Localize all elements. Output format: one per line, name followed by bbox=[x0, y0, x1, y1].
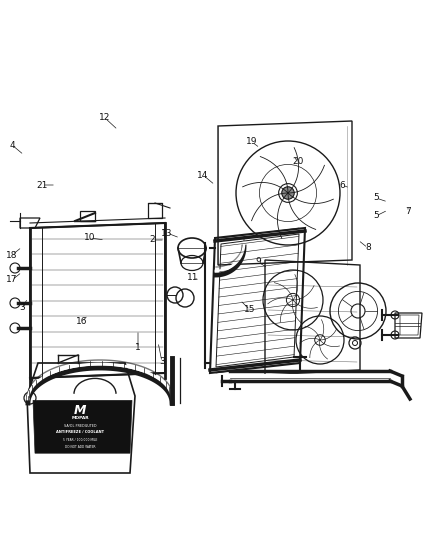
Text: ANTIFREEZE / COOLANT: ANTIFREEZE / COOLANT bbox=[56, 430, 104, 434]
Text: 3: 3 bbox=[159, 358, 165, 367]
Text: 12: 12 bbox=[99, 114, 111, 123]
Text: 4: 4 bbox=[9, 141, 15, 149]
Text: 18: 18 bbox=[6, 251, 18, 260]
Text: 7: 7 bbox=[405, 207, 411, 216]
Polygon shape bbox=[33, 400, 132, 453]
Circle shape bbox=[282, 187, 294, 199]
Text: 10: 10 bbox=[84, 233, 96, 243]
Text: DO NOT ADD WATER: DO NOT ADD WATER bbox=[65, 445, 95, 449]
Text: 19: 19 bbox=[246, 138, 258, 147]
Text: 21: 21 bbox=[36, 181, 48, 190]
Text: ______________________: ______________________ bbox=[65, 451, 95, 455]
Text: 15: 15 bbox=[244, 305, 256, 314]
Text: 11: 11 bbox=[187, 273, 199, 282]
Text: 5 YEAR / 100,000 MILE: 5 YEAR / 100,000 MILE bbox=[63, 438, 97, 442]
Text: 9: 9 bbox=[255, 257, 261, 266]
Text: 5: 5 bbox=[373, 193, 379, 203]
Text: 8: 8 bbox=[365, 244, 371, 253]
Text: 13: 13 bbox=[161, 229, 173, 238]
Text: SA/OL PREDILUTED: SA/OL PREDILUTED bbox=[64, 424, 96, 427]
Text: 16: 16 bbox=[76, 318, 88, 327]
Text: MOPAR: MOPAR bbox=[71, 416, 89, 420]
Text: 20: 20 bbox=[292, 157, 304, 166]
Text: 17: 17 bbox=[6, 276, 18, 285]
Text: 5: 5 bbox=[373, 212, 379, 221]
Text: 1: 1 bbox=[135, 343, 141, 352]
Text: 3: 3 bbox=[19, 303, 25, 312]
Text: 2: 2 bbox=[149, 236, 155, 245]
Text: 6: 6 bbox=[339, 181, 345, 190]
Text: M: M bbox=[74, 404, 86, 417]
Text: 14: 14 bbox=[197, 171, 208, 180]
